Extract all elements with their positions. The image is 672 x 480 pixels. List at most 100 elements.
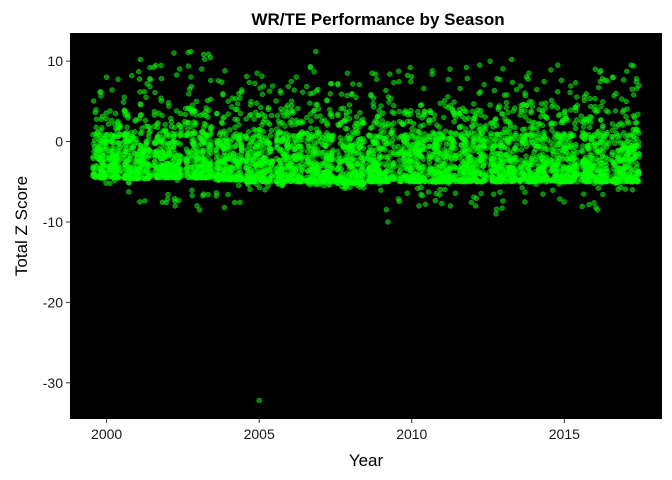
data-point bbox=[346, 108, 353, 114]
data-point bbox=[140, 149, 147, 156]
data-point bbox=[279, 183, 285, 189]
data-point bbox=[574, 117, 580, 123]
data-point bbox=[188, 130, 195, 137]
data-point bbox=[151, 123, 157, 130]
data-point bbox=[347, 149, 353, 155]
data-point bbox=[338, 91, 345, 97]
data-point bbox=[401, 165, 407, 171]
data-point bbox=[280, 131, 286, 137]
data-point bbox=[443, 156, 449, 162]
data-point bbox=[112, 110, 119, 117]
data-point bbox=[409, 125, 415, 132]
data-point bbox=[110, 140, 116, 146]
data-point bbox=[622, 186, 629, 192]
data-point bbox=[628, 62, 634, 68]
data-point bbox=[91, 141, 97, 147]
data-point bbox=[490, 124, 496, 130]
data-point bbox=[310, 166, 316, 172]
data-point bbox=[115, 124, 122, 131]
data-point bbox=[206, 173, 212, 179]
data-point bbox=[97, 168, 104, 174]
data-point bbox=[293, 74, 299, 80]
data-point bbox=[221, 153, 227, 159]
data-point bbox=[462, 108, 468, 114]
data-point bbox=[491, 191, 497, 197]
data-point bbox=[152, 89, 158, 96]
data-point bbox=[266, 175, 272, 181]
data-point bbox=[305, 168, 311, 174]
data-point bbox=[258, 104, 264, 110]
data-point bbox=[134, 166, 140, 172]
data-point bbox=[335, 80, 341, 87]
data-point bbox=[291, 146, 298, 153]
data-point bbox=[493, 137, 499, 143]
data-point bbox=[308, 136, 314, 142]
data-point bbox=[122, 159, 129, 166]
data-point bbox=[553, 161, 559, 168]
data-point bbox=[633, 76, 640, 82]
data-point bbox=[517, 112, 523, 118]
y-tick-label: 0 bbox=[55, 134, 63, 150]
data-point bbox=[224, 139, 230, 146]
data-point bbox=[383, 141, 389, 147]
data-point bbox=[631, 147, 638, 153]
data-point bbox=[255, 161, 261, 167]
data-point bbox=[610, 75, 616, 81]
data-point bbox=[554, 89, 561, 95]
plot-panel bbox=[70, 33, 662, 419]
data-point bbox=[101, 173, 107, 179]
data-point bbox=[162, 121, 168, 128]
data-point bbox=[612, 108, 619, 114]
data-point bbox=[616, 133, 623, 139]
data-point bbox=[137, 199, 143, 205]
data-point bbox=[465, 166, 472, 173]
data-point bbox=[480, 177, 486, 183]
data-point bbox=[374, 76, 380, 83]
data-point bbox=[189, 135, 195, 142]
data-point bbox=[151, 163, 157, 169]
data-point bbox=[472, 121, 479, 127]
data-point bbox=[285, 102, 291, 109]
data-point bbox=[126, 189, 132, 195]
data-point bbox=[136, 69, 142, 75]
data-point bbox=[432, 179, 438, 185]
data-point bbox=[143, 94, 149, 100]
data-point bbox=[208, 150, 214, 156]
data-point bbox=[464, 75, 470, 82]
data-point bbox=[160, 171, 166, 177]
data-point bbox=[476, 163, 482, 170]
data-point bbox=[194, 161, 200, 167]
data-point bbox=[567, 144, 573, 150]
data-point bbox=[171, 50, 177, 56]
data-point bbox=[387, 71, 393, 77]
data-point bbox=[463, 177, 470, 183]
data-point bbox=[561, 199, 567, 205]
data-point bbox=[507, 122, 514, 128]
data-point bbox=[321, 183, 327, 189]
data-point bbox=[103, 163, 110, 169]
data-point bbox=[391, 110, 397, 116]
data-point bbox=[415, 185, 421, 192]
data-point bbox=[349, 157, 356, 163]
data-point bbox=[568, 107, 574, 113]
data-point bbox=[354, 150, 360, 156]
data-point bbox=[255, 112, 261, 119]
data-point bbox=[104, 131, 110, 138]
data-point bbox=[620, 156, 627, 163]
data-point bbox=[109, 87, 115, 93]
data-point bbox=[203, 105, 209, 111]
data-point bbox=[158, 137, 164, 144]
data-point bbox=[586, 201, 592, 208]
data-point bbox=[432, 198, 439, 204]
data-point bbox=[349, 91, 355, 97]
data-point bbox=[217, 143, 224, 150]
data-point bbox=[216, 154, 222, 160]
data-point bbox=[581, 191, 587, 197]
data-point bbox=[267, 121, 273, 128]
data-point bbox=[391, 80, 397, 86]
data-point bbox=[137, 89, 143, 95]
data-point bbox=[403, 109, 409, 115]
data-point bbox=[597, 157, 603, 164]
data-point bbox=[291, 87, 297, 93]
